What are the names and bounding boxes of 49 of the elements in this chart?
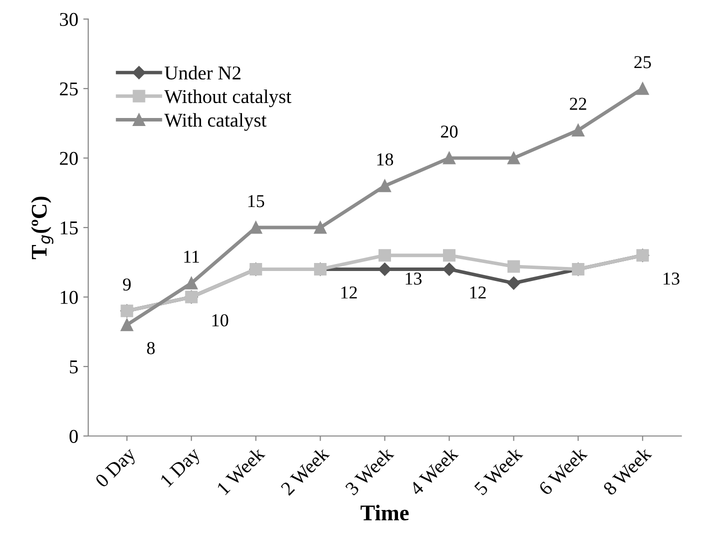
legend-label: Without catalyst bbox=[164, 89, 292, 108]
x-tick-label: 4 Week bbox=[408, 446, 459, 496]
annotation: 18 bbox=[377, 153, 394, 166]
point bbox=[507, 276, 520, 290]
point bbox=[250, 221, 262, 234]
y-axis-title: T$_{g}$(ºC) bbox=[31, 196, 54, 260]
point bbox=[507, 152, 520, 164]
annotation: 9 bbox=[122, 278, 131, 291]
point bbox=[378, 249, 392, 262]
y-tick-label: 20 bbox=[60, 152, 78, 165]
x-tick-label: 0 Day bbox=[94, 446, 140, 491]
x-tick-label: 1 Week bbox=[216, 446, 266, 496]
y-tick-label: 10 bbox=[60, 290, 78, 304]
point bbox=[185, 276, 198, 290]
annotation: 13 bbox=[664, 272, 680, 285]
annotation: 13 bbox=[406, 272, 422, 285]
annotation: 20 bbox=[440, 126, 458, 138]
annotation: 10 bbox=[212, 314, 228, 326]
point bbox=[442, 262, 456, 276]
x-tick-label: 1 Day bbox=[160, 446, 204, 490]
annotation: 25 bbox=[634, 56, 651, 68]
point bbox=[314, 221, 327, 234]
annotation: 15 bbox=[248, 195, 264, 208]
point bbox=[572, 124, 584, 137]
legend-label: With catalyst bbox=[164, 113, 267, 131]
y-tick-label: 0 bbox=[70, 430, 78, 443]
annotation: 22 bbox=[570, 98, 586, 110]
x-tick-label: 8 Week bbox=[602, 446, 652, 496]
point bbox=[442, 152, 456, 164]
annotation: 12 bbox=[470, 286, 486, 298]
x-axis-title: Time bbox=[360, 504, 409, 520]
annotation: 12 bbox=[341, 286, 357, 298]
y-tick-label: 5 bbox=[70, 360, 78, 374]
x-tick-label: 2 Week bbox=[280, 446, 330, 496]
y-tick-label: 15 bbox=[60, 221, 78, 234]
x-tick-label: 5 Week bbox=[473, 446, 524, 496]
point bbox=[442, 249, 456, 262]
point bbox=[120, 318, 134, 332]
annotation: 11 bbox=[184, 250, 199, 263]
point bbox=[378, 180, 392, 192]
legend-label: Under N2 bbox=[164, 66, 240, 80]
y-tick-label: 25 bbox=[60, 82, 78, 96]
point bbox=[507, 260, 520, 273]
x-tick-label: 3 Week bbox=[344, 446, 395, 496]
point bbox=[378, 262, 392, 276]
y-tick-label: 30 bbox=[60, 12, 78, 26]
annotation: 8 bbox=[147, 342, 155, 354]
point bbox=[636, 82, 649, 95]
x-tick-label: 6 Week bbox=[538, 446, 588, 496]
